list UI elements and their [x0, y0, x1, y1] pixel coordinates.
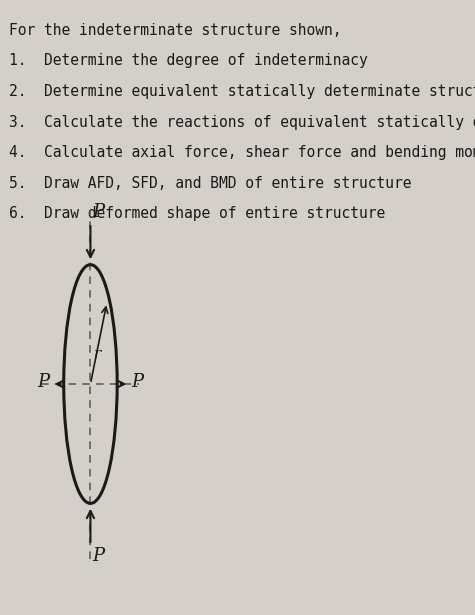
Text: 4.  Calculate axial force, shear force and bending moment of the section: 4. Calculate axial force, shear force an…: [9, 145, 475, 161]
Text: P: P: [131, 373, 143, 391]
Text: 6.  Draw deformed shape of entire structure: 6. Draw deformed shape of entire structu…: [9, 207, 385, 221]
Text: 2.  Determine equivalent statically determinate structure: 2. Determine equivalent statically deter…: [9, 84, 475, 99]
Text: For the indeterminate structure shown,: For the indeterminate structure shown,: [9, 23, 341, 38]
Text: 5.  Draw AFD, SFD, and BMD of entire structure: 5. Draw AFD, SFD, and BMD of entire stru…: [9, 176, 411, 191]
Text: P: P: [92, 547, 104, 565]
Text: 1.  Determine the degree of indeterminacy: 1. Determine the degree of indeterminacy: [9, 54, 367, 68]
Text: P: P: [93, 202, 105, 221]
Text: P: P: [38, 373, 50, 391]
Text: r: r: [95, 347, 102, 361]
Text: 3.  Calculate the reactions of equivalent statically determinate structure: 3. Calculate the reactions of equivalent…: [9, 114, 475, 130]
